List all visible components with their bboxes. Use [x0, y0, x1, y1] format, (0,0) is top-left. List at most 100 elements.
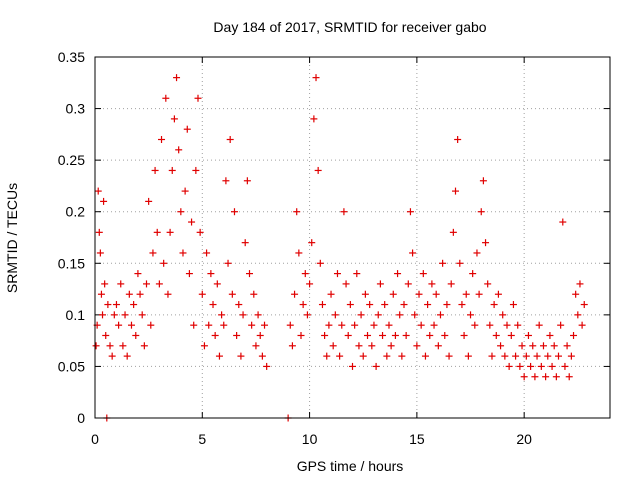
data-point — [394, 270, 402, 278]
data-point — [237, 352, 245, 360]
data-point — [301, 270, 309, 278]
data-point — [342, 280, 350, 288]
data-point — [409, 249, 417, 257]
data-point — [185, 270, 193, 278]
data-point — [544, 352, 552, 360]
data-point — [580, 301, 588, 309]
data-point — [235, 301, 243, 309]
data-point — [374, 311, 382, 319]
data-point — [473, 249, 481, 257]
data-point — [203, 249, 211, 257]
data-point — [297, 331, 305, 339]
data-point — [158, 136, 166, 144]
data-point — [115, 321, 123, 329]
data-point — [246, 270, 253, 278]
data-point — [432, 290, 440, 298]
data-point — [160, 259, 168, 267]
data-point — [112, 301, 120, 309]
data-point — [512, 352, 520, 360]
data-point — [349, 362, 356, 370]
data-point — [291, 290, 299, 298]
data-point — [548, 362, 556, 370]
data-point — [501, 352, 509, 360]
data-point — [509, 301, 517, 309]
data-point — [460, 331, 468, 339]
data-point — [415, 290, 423, 298]
data-point — [436, 311, 444, 319]
y-axis-title: SRMTID / TECUs — [4, 183, 20, 293]
data-point — [226, 136, 234, 144]
plot-frame — [94, 56, 611, 419]
data-point — [241, 239, 249, 247]
data-point — [299, 301, 307, 309]
data-point — [130, 301, 138, 309]
data-point — [396, 311, 404, 319]
data-point — [314, 166, 322, 174]
data-point — [151, 166, 159, 174]
data-point — [379, 331, 387, 339]
data-point — [288, 342, 296, 350]
y-tick-label: 0 — [77, 410, 85, 426]
data-point — [239, 311, 247, 319]
data-point — [430, 321, 438, 329]
data-point — [306, 280, 314, 288]
data-point — [400, 301, 408, 309]
data-point — [207, 270, 215, 278]
data-point — [153, 228, 161, 236]
data-point — [318, 301, 326, 309]
data-point — [537, 362, 545, 370]
data-point — [563, 342, 571, 350]
data-point — [123, 352, 131, 360]
data-point — [233, 331, 241, 339]
data-point — [434, 342, 442, 350]
data-point — [218, 311, 226, 319]
data-point — [357, 311, 365, 319]
data-point — [145, 197, 153, 205]
data-point — [220, 321, 228, 329]
data-point — [402, 331, 410, 339]
data-point — [149, 249, 157, 257]
data-point — [243, 177, 251, 185]
data-point — [516, 362, 524, 370]
data-point — [181, 187, 189, 195]
data-point — [101, 280, 109, 288]
data-point — [102, 331, 110, 339]
data-point — [479, 177, 487, 185]
data-point — [190, 321, 198, 329]
data-point — [555, 352, 562, 360]
data-point — [104, 301, 112, 309]
data-point — [424, 301, 432, 309]
data-point — [355, 342, 363, 350]
data-point — [486, 321, 494, 329]
data-point — [576, 280, 584, 288]
data-point — [138, 311, 146, 319]
data-point — [359, 352, 367, 360]
data-point — [344, 331, 352, 339]
data-point — [383, 352, 391, 360]
data-point — [542, 373, 550, 381]
data-point — [477, 208, 485, 216]
data-point — [263, 362, 271, 370]
data-point — [173, 74, 181, 82]
data-point — [321, 331, 329, 339]
data-point — [346, 301, 354, 309]
data-point — [252, 342, 260, 350]
data-point — [527, 362, 535, 370]
x-tick-label: 10 — [302, 431, 318, 447]
data-point — [106, 342, 114, 350]
data-point — [452, 187, 459, 195]
data-point — [561, 362, 569, 370]
data-point — [256, 331, 264, 339]
data-point — [364, 331, 372, 339]
data-point — [132, 331, 140, 339]
data-point — [303, 311, 311, 319]
data-point — [404, 280, 412, 288]
data-point — [389, 290, 397, 298]
data-point — [327, 290, 335, 298]
y-tick-label: 0.05 — [58, 358, 85, 374]
data-point — [406, 208, 414, 216]
data-point — [413, 342, 421, 350]
data-point — [261, 321, 269, 329]
data-point — [524, 331, 532, 339]
data-point — [391, 331, 399, 339]
